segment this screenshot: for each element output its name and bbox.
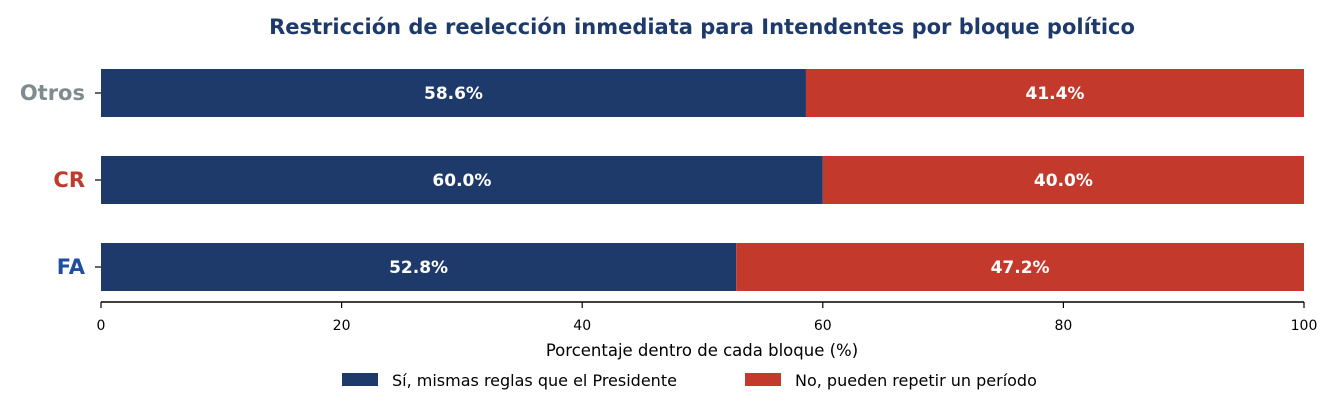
x-tick-label: 60: [814, 318, 832, 334]
category-label-fa: FA: [57, 255, 86, 279]
x-axis: 0 20 40 60 80 100: [97, 301, 1318, 334]
x-tick-label: 0: [97, 318, 106, 334]
bars-group: 58.6% 41.4% 60.0% 40.0% 52.8% 47.2%: [101, 69, 1304, 291]
legend-label-2: No, pueden repetir un período: [795, 371, 1037, 390]
bar-value-label: 40.0%: [1034, 171, 1093, 191]
legend-swatch-1: [342, 373, 378, 386]
x-tick-label: 20: [333, 318, 351, 334]
legend: Sí, mismas reglas que el Presidente No, p…: [342, 371, 1037, 390]
bar-value-label: 60.0%: [432, 171, 491, 191]
x-tick-label: 100: [1291, 318, 1318, 334]
category-label-otros: Otros: [20, 81, 85, 105]
bar-value-label: 58.6%: [424, 84, 483, 104]
bar-fa-series-2: [736, 243, 1304, 291]
x-tick-label: 80: [1054, 318, 1072, 334]
x-tick-label: 40: [573, 318, 591, 334]
bar-otros-series-2: [805, 69, 1304, 117]
bar-otros-series-1: [101, 69, 806, 117]
bar-cr-series-1: [101, 156, 823, 204]
legend-label-1: Sí, mismas reglas que el Presidente: [392, 371, 677, 390]
legend-swatch-2: [745, 373, 781, 386]
bar-fa-series-1: [101, 243, 737, 291]
chart-title: Restricción de reelección inmediata para…: [269, 15, 1135, 39]
category-labels: Otros CR FA: [20, 81, 101, 279]
bar-value-label: 47.2%: [991, 258, 1050, 278]
category-label-cr: CR: [53, 168, 85, 192]
bar-value-label: 52.8%: [389, 258, 448, 278]
bar-cr-series-2: [822, 156, 1304, 204]
x-axis-label: Porcentaje dentro de cada bloque (%): [546, 341, 858, 360]
bar-value-label: 41.4%: [1025, 84, 1084, 104]
